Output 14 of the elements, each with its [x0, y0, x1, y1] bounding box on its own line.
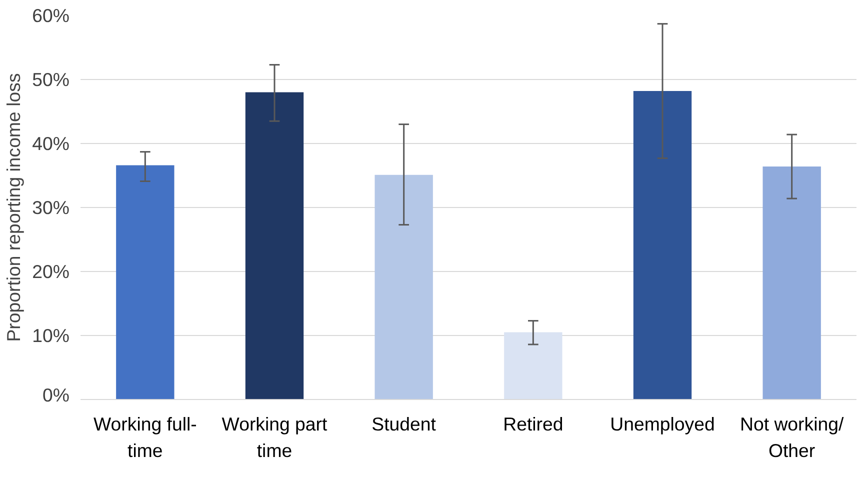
x-tick-label: Working part time	[222, 414, 328, 461]
y-tick-label: 40%	[32, 133, 70, 154]
y-tick-label: 20%	[32, 261, 70, 282]
y-tick-label: 10%	[32, 325, 70, 346]
y-tick-label: 0%	[42, 384, 70, 406]
x-tick-label: Unemployed	[610, 414, 715, 434]
x-tick-label: Retired	[503, 414, 564, 434]
x-tick-label: Student	[372, 414, 437, 434]
y-tick-label: 50%	[32, 69, 70, 90]
y-tick-label: 30%	[32, 197, 70, 218]
y-axis-title: Proportion reporting income loss	[3, 73, 24, 342]
y-tick-label: 60%	[32, 5, 70, 26]
x-tick-label: Not working/ Other	[740, 414, 844, 461]
x-tick-label: Working full-time	[94, 414, 197, 461]
